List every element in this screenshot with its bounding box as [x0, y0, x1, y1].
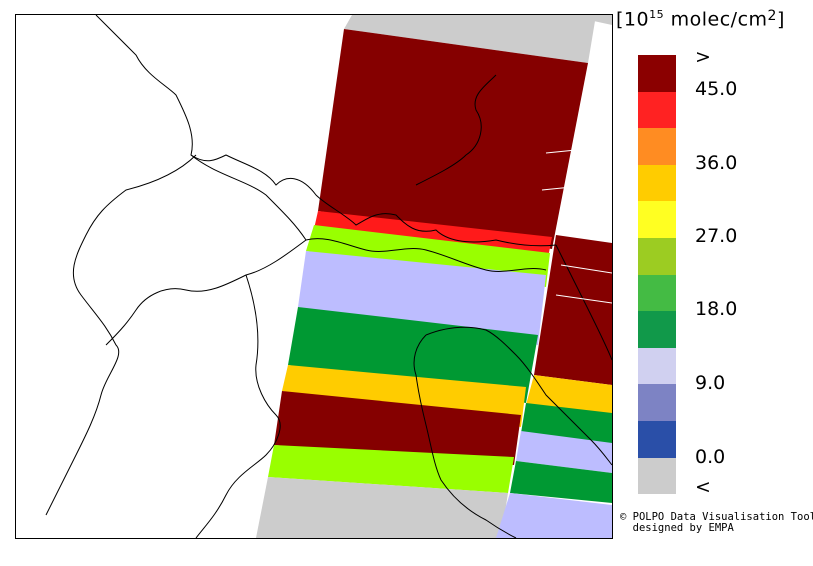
swath-band: [510, 461, 612, 503]
country-borders: [45, 15, 612, 538]
legend-colorbar: [638, 55, 676, 495]
legend-swatch: [638, 384, 676, 421]
border-line: [555, 244, 612, 361]
satellite-swath-secondary: [416, 15, 612, 538]
legend-swatch: [638, 91, 676, 129]
legend-swatch: [638, 311, 676, 348]
border-line: [45, 154, 197, 516]
legend-swatch: [638, 274, 676, 312]
legend-label-0: 0.0: [695, 446, 726, 468]
border-line: [195, 274, 281, 538]
swath-band: [416, 15, 612, 25]
border-line: [305, 238, 547, 272]
legend-label-45: 45.0: [695, 78, 738, 100]
coastline: [415, 74, 497, 186]
legend-swatch: [638, 128, 676, 165]
swath-band: [268, 445, 514, 493]
map-canvas[interactable]: [16, 15, 612, 538]
legend-label-36: 36.0: [695, 152, 738, 174]
coastline: [425, 326, 612, 466]
swath-band: [344, 15, 596, 63]
legend-title: [1015 molec/cm2]: [616, 8, 785, 31]
swath-band: [534, 235, 612, 385]
legend-swatch: [638, 347, 676, 385]
legend-label-over: >: [695, 46, 711, 68]
legend-label-18: 18.0: [695, 298, 738, 320]
swath-band: [298, 251, 546, 345]
legend-label-9: 9.0: [695, 372, 726, 394]
border-line: [95, 15, 557, 247]
swath-band: [496, 493, 612, 538]
swath-band: [526, 375, 612, 415]
legend-swatch: [638, 164, 676, 202]
swath-band: [274, 391, 521, 465]
map-frame[interactable]: [15, 14, 613, 539]
credit-text: © POLPO Data Visualisation Tool designed…: [620, 511, 813, 534]
swath-band: [516, 431, 612, 473]
coastline: [413, 334, 517, 538]
legend-label-27: 27.0: [695, 225, 738, 247]
legend-swatch: [638, 237, 676, 275]
legend-label-under: <: [695, 476, 711, 498]
legend-swatch: [638, 420, 676, 458]
swath-band: [288, 307, 538, 403]
swath-band: [318, 29, 588, 249]
satellite-swath-main: [256, 15, 596, 538]
legend-swatch: [638, 55, 676, 92]
legend-swatch: [638, 457, 676, 495]
swath-band: [256, 477, 508, 538]
swath-edge-lines: [541, 149, 612, 304]
legend-swatch: [638, 201, 676, 238]
border-line: [105, 154, 307, 346]
